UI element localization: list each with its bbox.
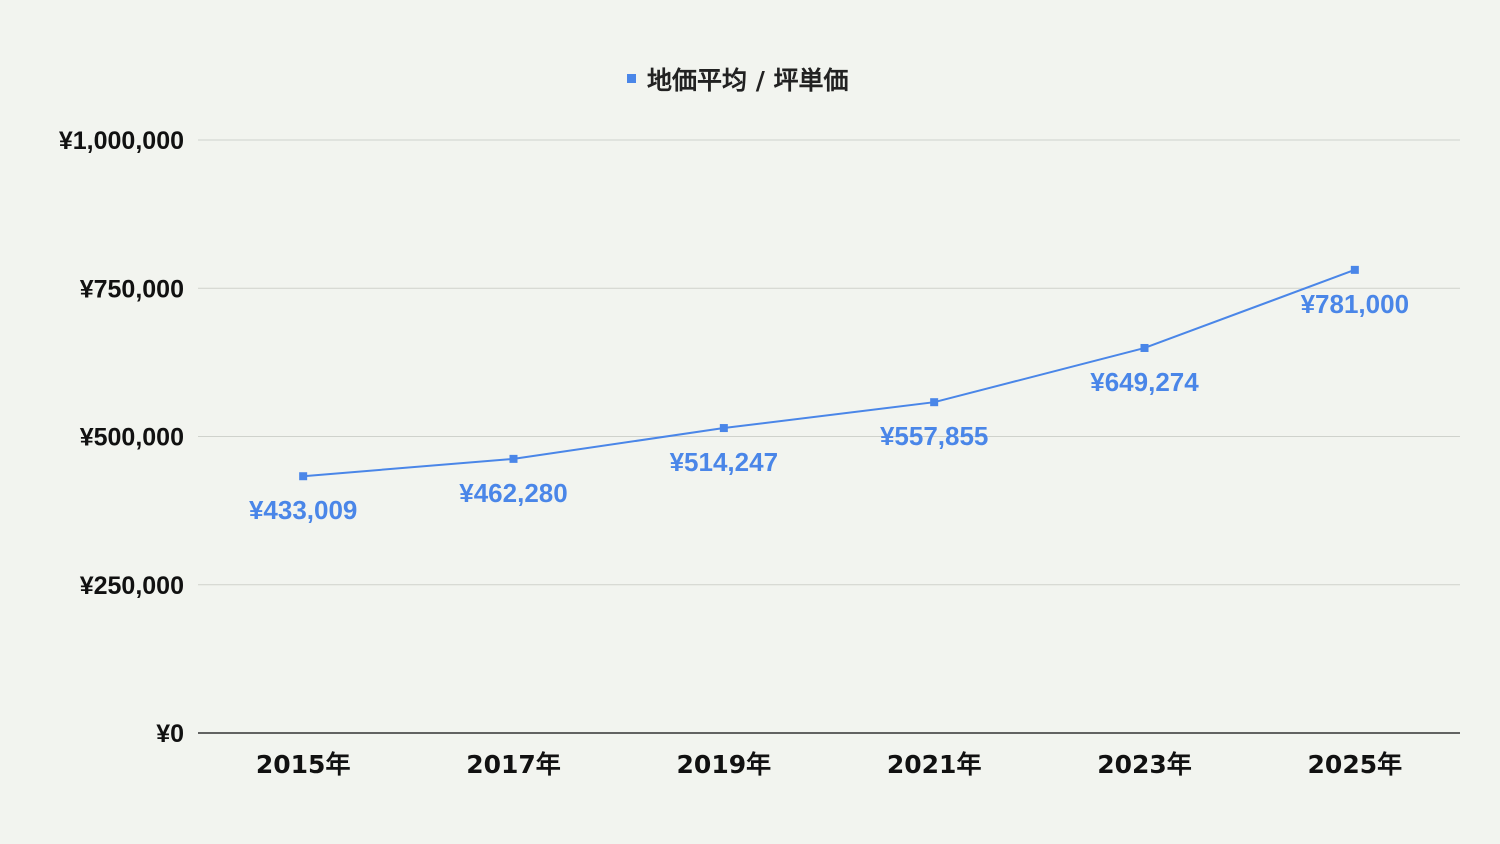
x-tick-label: 2025年: [1308, 750, 1403, 779]
data-point-marker: [719, 424, 728, 433]
data-label: ¥649,274: [1090, 367, 1199, 397]
x-tick-label: 2021年: [887, 750, 982, 779]
x-tick-label: 2015年: [256, 750, 351, 779]
data-label: ¥462,280: [459, 478, 567, 508]
data-labels: ¥433,009 ¥462,280 ¥514,247 ¥557,855 ¥649,274…: [249, 289, 1409, 525]
data-point-marker: [509, 454, 518, 463]
x-tick-label: 2017年: [466, 750, 561, 779]
y-tick-label: ¥250,000: [80, 572, 184, 600]
legend-label: 地価平均 / 坪単価: [647, 66, 849, 95]
x-tick-label: 2023年: [1097, 750, 1192, 779]
x-axis-ticks: 2015年 2017年 2019年 2021年 2023年 2025年: [256, 750, 1402, 779]
y-tick-label: ¥500,000: [80, 424, 184, 452]
legend: 地価平均 / 坪単価: [627, 66, 849, 95]
series-line-group: [303, 268, 1356, 478]
data-point-marker: [1140, 343, 1149, 352]
y-tick-label: ¥1,000,000: [59, 127, 184, 155]
y-tick-label: ¥750,000: [80, 275, 184, 303]
legend-swatch: [627, 74, 636, 83]
gridlines: [198, 139, 1460, 734]
x-tick-label: 2019年: [677, 750, 772, 779]
data-point-marker: [299, 472, 308, 481]
data-point-markers: [299, 265, 1359, 481]
data-point-marker: [1350, 265, 1359, 274]
data-point-marker: [930, 398, 939, 407]
data-label: ¥781,000: [1301, 289, 1409, 319]
series-line: [303, 268, 1356, 478]
y-tick-label: ¥0: [156, 720, 184, 748]
data-label: ¥514,247: [670, 447, 778, 477]
data-label: ¥557,855: [880, 421, 988, 451]
y-axis-ticks: ¥0 ¥250,000 ¥500,000 ¥750,000 ¥1,000,000: [59, 127, 184, 748]
data-label: ¥433,009: [249, 495, 357, 525]
